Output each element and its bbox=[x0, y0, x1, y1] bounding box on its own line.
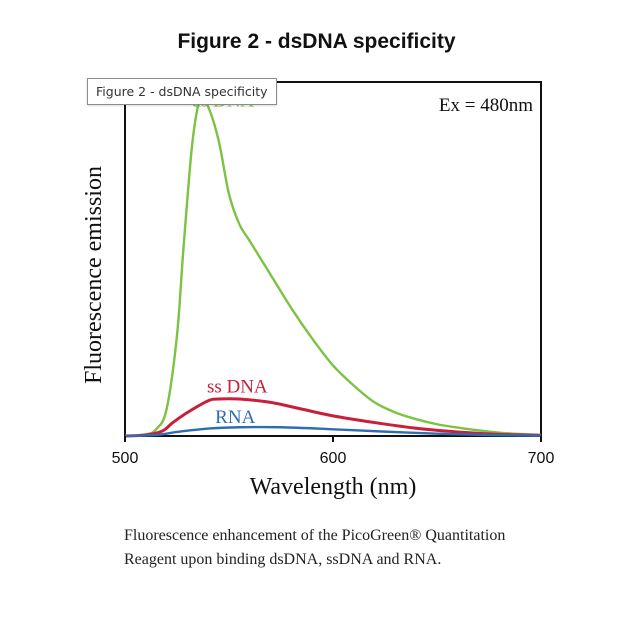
x-tick-label: 500 bbox=[112, 450, 139, 467]
excitation-annotation: Ex = 480nm bbox=[439, 95, 533, 116]
plot-frame bbox=[124, 81, 542, 437]
series-label-ssdna: ss DNA bbox=[207, 376, 268, 397]
caption-line-2: Reagent upon binding dsDNA, ssDNA and RN… bbox=[124, 551, 442, 568]
series-line-ssdna bbox=[124, 397, 542, 438]
caption-line-1: Fluorescence enhancement of the PicoGree… bbox=[124, 527, 506, 544]
figure-caption: Fluorescence enhancement of the PicoGree… bbox=[124, 524, 574, 572]
figure-title: Figure 2 - dsDNA specificity bbox=[177, 30, 456, 53]
x-tick-label: 700 bbox=[528, 450, 555, 467]
series-line-dsdna bbox=[124, 98, 542, 438]
series-line-rna bbox=[124, 425, 542, 438]
title-tooltip: Figure 2 - dsDNA specificity bbox=[87, 78, 277, 105]
series-label-rna: RNA bbox=[215, 407, 255, 428]
x-axis-label: Wavelength (nm) bbox=[250, 474, 417, 500]
x-tick-label: 600 bbox=[320, 450, 347, 467]
y-axis-label: Fluorescence emission bbox=[81, 166, 107, 384]
ticks-layer: 500 600 700 bbox=[112, 436, 555, 467]
